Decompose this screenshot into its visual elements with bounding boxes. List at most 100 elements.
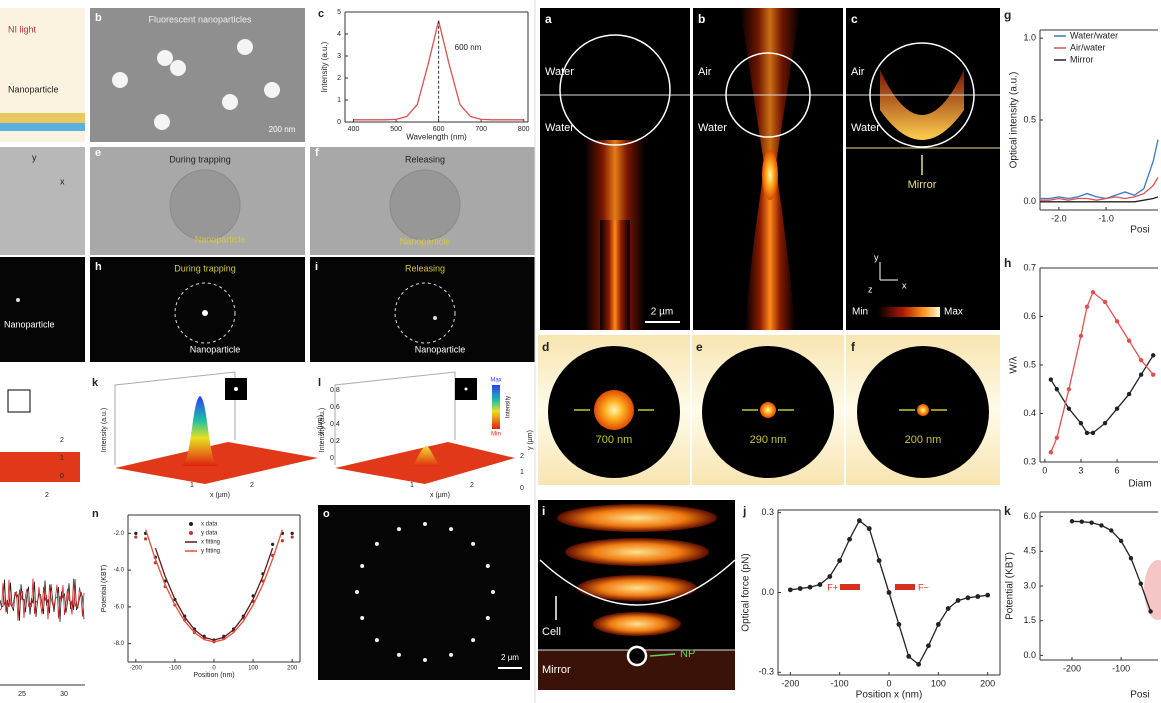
np-label: NP [680, 648, 695, 660]
series-line [1040, 176, 1159, 201]
nanoparticle [626, 645, 648, 667]
data-point [1079, 519, 1084, 524]
tick-label: 1 [410, 482, 414, 489]
data-point [787, 587, 793, 593]
x-axis-label: Position (nm) [193, 672, 234, 679]
data-point [965, 595, 971, 601]
y-tick-label: 2 [337, 75, 341, 82]
data-point [837, 558, 843, 563]
particle-spot [423, 522, 427, 526]
axis-name: y [874, 252, 879, 262]
cell-boundary [539, 559, 736, 606]
fringes [880, 70, 964, 140]
x-tick-label: 0 [212, 666, 216, 672]
data-point [1114, 406, 1120, 411]
panel-label: o [323, 508, 330, 520]
pointer-label: Nanoparticle [415, 344, 466, 354]
tick-label: 2 [470, 482, 474, 489]
panel-label: k [1004, 504, 1011, 518]
pointer-label: Nanoparticle [190, 344, 241, 354]
particle [234, 387, 238, 391]
series-line [353, 20, 524, 121]
axis-label: Intensity (a.u.) [319, 408, 326, 452]
x-axis-label: Posi [1130, 690, 1149, 701]
focal-spot [760, 402, 776, 418]
colorbar-label: Max [944, 307, 963, 318]
image-panel [0, 257, 85, 362]
panel-label: f [851, 340, 856, 354]
tick-label: 1 [60, 455, 64, 462]
y-tick-label: -4.0 [114, 568, 125, 574]
data-point [916, 661, 921, 667]
data-point [807, 584, 813, 590]
y-axis-label: W/λ [1009, 356, 1020, 373]
intensity-peak [410, 446, 442, 466]
focus [762, 150, 778, 200]
x-tick-label: 200 [980, 678, 995, 688]
data-point [896, 622, 902, 627]
x-tick-label: 500 [390, 126, 402, 133]
legend-marker [189, 531, 193, 535]
nanoparticle [157, 50, 173, 66]
medium-label: Water [545, 122, 574, 134]
standing-wave [557, 504, 717, 532]
data-point [1126, 338, 1132, 343]
particle-spot [355, 590, 359, 594]
particle [202, 310, 208, 316]
panel-title: Releasing [405, 154, 445, 164]
axis-label: y (µm) [317, 415, 324, 435]
y-tick-label: 0.7 [1023, 262, 1036, 272]
beam [745, 160, 795, 330]
panel-label: n [92, 508, 99, 520]
data-point [134, 535, 138, 539]
data-point [1150, 353, 1156, 358]
pointer-label: Nanoparticle [195, 234, 246, 244]
data-point [935, 622, 941, 627]
data-point [280, 539, 285, 543]
series-line [1050, 354, 1154, 434]
data-point [1150, 372, 1156, 377]
tick-label: 1 [190, 482, 194, 489]
tick-label: 0 [60, 473, 64, 480]
tick-label: 25 [18, 691, 26, 698]
y-tick-label: 1.0 [1023, 33, 1036, 43]
x-tick-label: 200 [287, 666, 298, 672]
data-point [1128, 556, 1134, 561]
colorbar [492, 385, 500, 429]
series-line [144, 529, 284, 643]
series-line [154, 547, 274, 641]
panel-label: e [696, 340, 703, 354]
x-tick-label: -100 [1112, 663, 1130, 673]
y-tick-label: 0.4 [1023, 408, 1036, 418]
particle-spot [485, 616, 490, 621]
x-tick-label: -200 [1063, 663, 1081, 673]
data-point [955, 598, 961, 603]
data-point [876, 558, 882, 563]
y-tick-label: -0.3 [758, 667, 774, 677]
data-point [1054, 387, 1060, 392]
data-point [975, 594, 981, 599]
y-tick-label: 3 [337, 53, 341, 60]
tick-label: 2 [520, 453, 524, 460]
particle-spot [449, 652, 454, 657]
y-axis-label: Optical intensity (a.u.) [1009, 72, 1020, 169]
data-point [1084, 304, 1090, 309]
legend-label: Air/water [1070, 42, 1106, 52]
surface [115, 442, 318, 484]
nanoparticle [154, 114, 170, 130]
arrow [649, 653, 676, 657]
x-tick-label: 600 [433, 126, 445, 133]
data-point [1066, 387, 1072, 392]
data-point [1102, 299, 1108, 305]
x-axis-label: Posi [1130, 225, 1149, 236]
cell-outline [394, 282, 456, 344]
x-tick-label: 100 [248, 666, 259, 672]
y-axis-label: Potential (KBT) [1005, 552, 1016, 620]
x-tick-label: -2.0 [1051, 213, 1067, 223]
y-axis-label: Potential (KBT) [101, 565, 108, 612]
force-label: F+ [827, 582, 838, 592]
axis-label: Intensity (a.u.) [101, 408, 108, 452]
pointer-label: Nanoparticle [4, 319, 55, 329]
particle-spot [360, 616, 365, 621]
data-point [143, 537, 148, 541]
